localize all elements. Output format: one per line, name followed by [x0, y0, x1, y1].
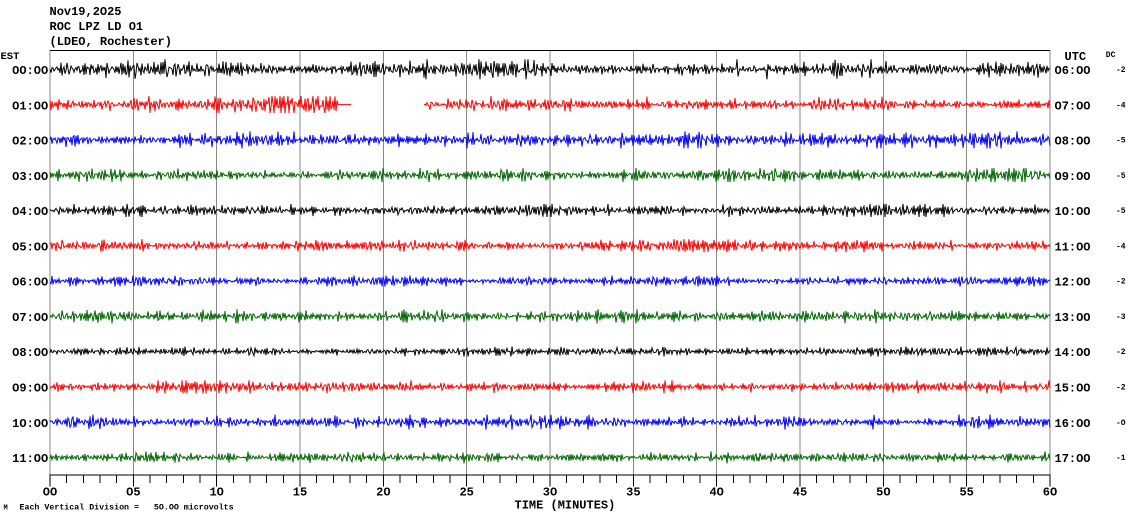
svg-text:15:OO: 15:OO [1055, 382, 1091, 396]
svg-text:11:OO: 11:OO [1055, 240, 1091, 254]
svg-text:O7:OO: O7:OO [1055, 99, 1091, 113]
svg-text:-2: -2 [1116, 278, 1126, 287]
svg-text:2O: 2O [376, 486, 390, 500]
svg-text:O9:OO: O9:OO [12, 382, 48, 396]
svg-text:-4: -4 [1116, 242, 1126, 251]
svg-text:45: 45 [793, 486, 807, 500]
svg-text:O8:OO: O8:OO [1055, 135, 1091, 149]
svg-text:EST: EST [1, 51, 20, 63]
svg-text:11:OO: 11:OO [12, 452, 48, 466]
svg-text:TIME (MINUTES): TIME (MINUTES) [515, 499, 616, 513]
svg-text:O9:OO: O9:OO [1055, 170, 1091, 184]
svg-text:Each Vertical Division = 5O.: Each Vertical Division = 5O.OO microvolt… [20, 503, 234, 513]
svg-text:4O: 4O [709, 486, 723, 500]
svg-text:-O: -O [1116, 419, 1126, 428]
svg-text:DC: DC [1106, 51, 1116, 60]
svg-text:O6:OO: O6:OO [1055, 64, 1091, 78]
svg-text:-4: -4 [1116, 101, 1126, 110]
svg-text:14:OO: 14:OO [1055, 346, 1091, 360]
svg-text:O5:OO: O5:OO [12, 240, 48, 254]
svg-text:Nov19,2O25: Nov19,2O25 [50, 5, 122, 19]
svg-text:16:OO: 16:OO [1055, 417, 1091, 431]
svg-text:-1: -1 [1116, 454, 1126, 463]
svg-text:15: 15 [293, 486, 307, 500]
svg-text:O4:OO: O4:OO [12, 205, 48, 219]
svg-text:O7:OO: O7:OO [12, 311, 48, 325]
svg-text:13:OO: 13:OO [1055, 311, 1091, 325]
svg-text:O3:OO: O3:OO [12, 170, 48, 184]
svg-text:1O:OO: 1O:OO [1055, 205, 1091, 219]
svg-text:-5: -5 [1116, 137, 1126, 146]
svg-text:-5: -5 [1116, 172, 1126, 181]
svg-text:(LDEO, Rochester): (LDEO, Rochester) [50, 35, 172, 49]
svg-text:-2: -2 [1116, 348, 1126, 357]
svg-text:3O: 3O [543, 486, 557, 500]
svg-text:35: 35 [626, 486, 640, 500]
svg-text:UTC: UTC [1065, 50, 1087, 64]
svg-text:O6:OO: O6:OO [12, 276, 48, 290]
svg-text:-2: -2 [1116, 384, 1126, 393]
svg-text:O2:OO: O2:OO [12, 135, 48, 149]
svg-text:O1:OO: O1:OO [12, 99, 48, 113]
svg-text:17:OO: 17:OO [1055, 452, 1091, 466]
svg-text:12:OO: 12:OO [1055, 276, 1091, 290]
svg-text:25: 25 [459, 486, 473, 500]
svg-text:-5: -5 [1116, 207, 1126, 216]
svg-text:6O: 6O [1043, 486, 1057, 500]
svg-text:ROC LPZ LD O1: ROC LPZ LD O1 [50, 20, 144, 34]
svg-text:-2: -2 [1116, 66, 1126, 75]
svg-text:O5: O5 [126, 486, 140, 500]
svg-text:OO: OO [43, 486, 57, 500]
svg-text:55: 55 [959, 486, 973, 500]
svg-text:O8:OO: O8:OO [12, 346, 48, 360]
svg-text:M: M [4, 504, 8, 512]
svg-text:5O: 5O [876, 486, 890, 500]
svg-text:1O:OO: 1O:OO [12, 417, 48, 431]
svg-text:OO:OO: OO:OO [12, 64, 48, 78]
svg-text:1O: 1O [209, 486, 223, 500]
svg-text:-3: -3 [1116, 313, 1126, 322]
